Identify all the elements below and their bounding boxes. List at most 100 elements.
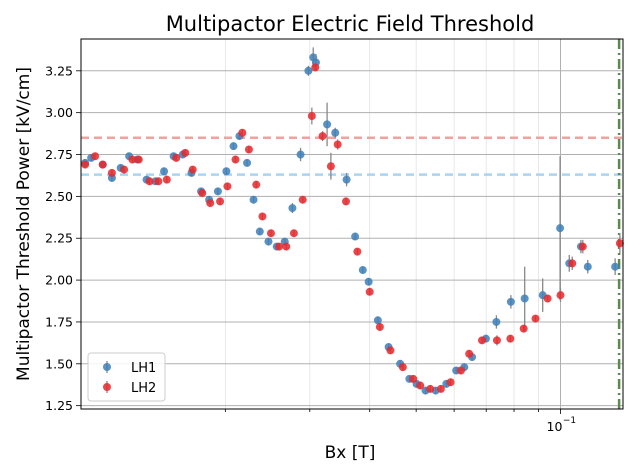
data-point <box>120 165 129 174</box>
data-point <box>81 160 90 169</box>
data-point <box>296 150 305 159</box>
data-point <box>556 291 565 300</box>
data-point <box>446 378 455 387</box>
data-point <box>543 294 552 303</box>
data-point <box>238 128 247 137</box>
data-point <box>465 349 474 358</box>
data-point <box>160 167 169 176</box>
data-point <box>252 180 261 189</box>
data-point <box>206 199 215 208</box>
data-point <box>198 189 207 198</box>
data-point <box>216 197 225 206</box>
series-lh2 <box>81 63 624 393</box>
data-point <box>243 158 252 167</box>
y-tick-label: 3.25 <box>45 63 73 78</box>
data-point <box>107 168 116 177</box>
legend-marker <box>103 363 111 371</box>
data-point <box>311 63 320 72</box>
data-point <box>373 316 382 325</box>
x-tick-label: 10 <box>547 419 563 434</box>
data-point <box>583 262 592 271</box>
data-point <box>229 142 238 151</box>
data-point <box>128 155 137 164</box>
y-tick-label: 1.75 <box>45 314 73 329</box>
data-point <box>181 148 190 157</box>
data-point <box>409 374 418 383</box>
data-point <box>282 242 291 251</box>
y-axis-label: Multipactor Threshold Power [kV/cm] <box>14 67 34 381</box>
data-point <box>556 224 565 233</box>
data-point <box>288 204 297 213</box>
data-point <box>492 336 501 345</box>
data-point <box>365 287 374 296</box>
data-point <box>611 262 620 271</box>
data-point <box>492 317 501 326</box>
data-point <box>255 227 264 236</box>
data-point <box>426 384 435 393</box>
data-point <box>416 381 425 390</box>
data-point <box>91 152 100 161</box>
data-point <box>289 229 298 238</box>
data-point <box>386 346 395 355</box>
data-point <box>298 195 307 204</box>
axis-ticks: 1.25 1.50 1.75 2.00 2.25 2.50 2.75 3.00 3.25 10 −1 <box>45 63 576 434</box>
y-tick-label: 1.25 <box>45 398 73 413</box>
data-point <box>258 212 267 221</box>
chart-title: Multipactor Electric Field Threshold <box>166 12 535 36</box>
data-point <box>375 322 384 331</box>
y-tick-label: 2.25 <box>45 231 73 246</box>
data-point <box>188 165 197 174</box>
data-point <box>244 145 253 154</box>
data-point <box>358 266 367 275</box>
data-point <box>364 277 373 286</box>
data-point <box>318 132 327 141</box>
data-point <box>506 334 515 343</box>
data-point <box>398 363 407 372</box>
data-point <box>331 128 340 137</box>
data-point <box>264 237 273 246</box>
data-point <box>134 155 143 164</box>
plot-frame <box>80 38 624 410</box>
data-point <box>172 153 181 162</box>
y-tick-label: 3.00 <box>45 105 73 120</box>
data-layer <box>81 47 624 395</box>
data-point <box>351 232 360 241</box>
y-tick-label: 2.50 <box>45 189 73 204</box>
data-point <box>333 140 342 149</box>
data-point <box>231 155 240 164</box>
data-point <box>223 182 232 191</box>
data-point <box>307 112 316 121</box>
data-point <box>568 259 577 268</box>
data-point <box>506 297 515 306</box>
data-point <box>578 242 587 251</box>
y-tick-label: 2.75 <box>45 147 73 162</box>
data-point <box>342 197 351 206</box>
data-point <box>353 247 362 256</box>
data-point <box>275 242 284 251</box>
legend-label: LH2 <box>131 381 156 396</box>
data-point <box>456 366 465 375</box>
legend-marker <box>103 383 111 391</box>
data-point <box>519 324 528 333</box>
data-point <box>213 187 222 196</box>
data-point <box>323 120 332 129</box>
y-tick-label: 2.00 <box>45 273 73 288</box>
reference-lines <box>81 39 623 409</box>
legend-label: LH1 <box>131 361 156 376</box>
data-point <box>342 175 351 184</box>
data-point <box>436 384 445 393</box>
data-point <box>531 314 540 323</box>
data-point <box>478 336 487 345</box>
data-point <box>154 177 163 186</box>
x-tick-label-exponent: −1 <box>563 416 576 426</box>
data-point <box>304 66 313 75</box>
x-axis-label: Bx [T] <box>325 443 376 463</box>
data-point <box>326 162 335 171</box>
data-point <box>98 160 107 169</box>
data-point <box>145 177 154 186</box>
data-point <box>222 167 231 176</box>
data-point <box>266 229 275 238</box>
data-point <box>249 195 258 204</box>
